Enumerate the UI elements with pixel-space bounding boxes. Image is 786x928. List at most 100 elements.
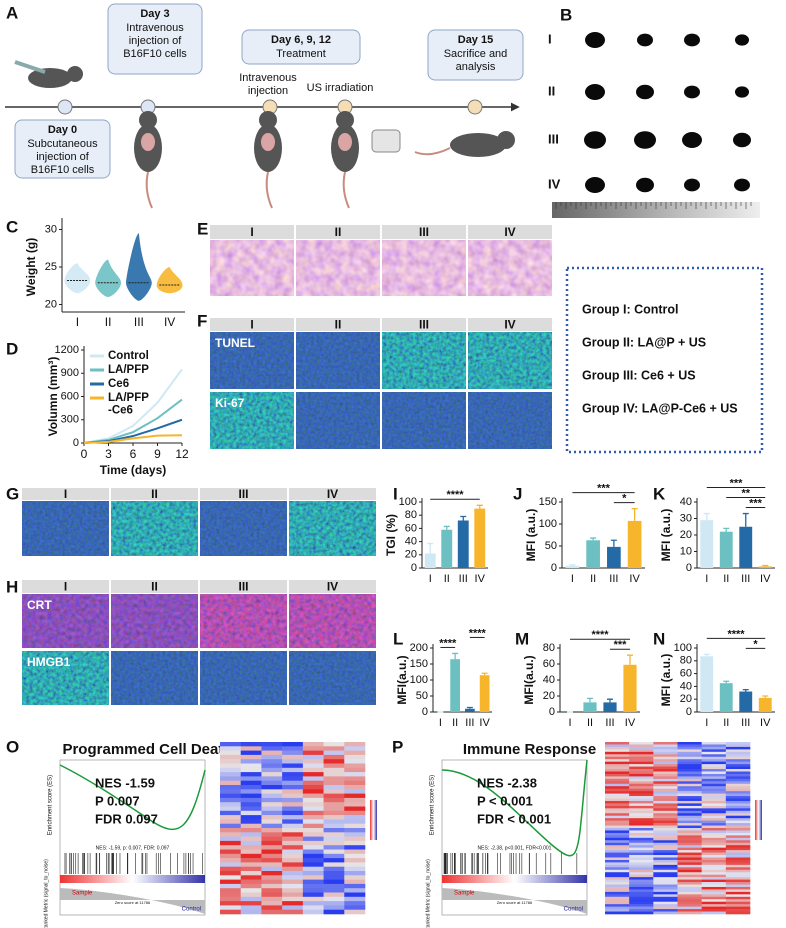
heatmap-cell [220,763,242,769]
heatmap-cell [725,800,751,804]
heatmap-cell [605,749,630,753]
y-tick-label: 20 [543,690,555,702]
gsea-sample: Sample [454,891,475,897]
heatmap-cell [240,810,262,816]
column-header [296,225,380,239]
heatmap-cell [605,773,630,777]
error-bar [742,688,749,692]
heatmap-cell [302,875,324,880]
heatmap-cell [282,840,304,846]
heatmap-cell [629,796,654,799]
heatmap-cell [282,793,304,799]
event-text: Subcutaneous [27,138,98,150]
heatmap-cell [240,828,262,833]
bar [739,691,753,712]
column-header [22,488,109,500]
heatmap-cell [653,886,678,890]
heatmap-cell [323,875,345,880]
heatmap-cell [725,791,751,794]
heatmap-cell [323,754,345,760]
heatmap-cell [677,847,702,851]
heatmap-cell [677,835,702,839]
error-bar [607,698,613,703]
y-tick-label: 100 [399,496,417,508]
heatmap-cell [677,820,702,824]
heatmap-cell [605,825,630,829]
heatmap-cell [629,862,654,866]
heatmap-cell [629,820,654,824]
heatmap-cell [677,771,702,775]
heatmap-cell [725,859,751,863]
row-label: HMGB1 [27,655,71,669]
heatmap-cell [605,901,630,905]
heatmap-cell [725,882,751,885]
heatmap-cell [725,798,751,802]
heatmap-cell [240,772,262,777]
heatmap-cell [344,746,366,751]
tumor-photo [585,84,605,100]
heatmap-cell [302,905,324,910]
heatmap-cell [677,879,702,883]
bar [627,520,642,568]
heatmap-cell [323,879,345,885]
heatmap-cell [701,769,727,772]
x-tick-label: 6 [130,447,137,461]
heatmap-cell [220,858,242,863]
heatmap-cell [261,828,283,833]
heatmap-cell [653,786,678,789]
column-label: IV [504,318,515,332]
heatmap-cell [677,852,702,856]
mouse-organ [141,133,155,151]
heatmap-cell [240,789,262,794]
heatmap-cell [344,845,366,850]
heatmap-cell [653,808,678,812]
heatmap-cell [302,797,324,803]
heatmap-cell [653,906,678,910]
heatmap-cell [677,850,702,853]
heatmap-cell [302,763,324,769]
heatmap-cell [323,742,345,747]
heatmap-cell [605,769,630,772]
heatmap-cell [677,882,702,885]
heatmap-cell [677,776,702,780]
heatmap-cell [282,767,304,773]
x-tick-label: III [134,315,144,329]
heatmap-cell [701,837,727,841]
heatmap-cell [677,742,702,745]
heatmap-cell [629,810,654,814]
event-day: Day 3 [140,8,169,20]
heatmap-cell [677,889,702,893]
heatmap-cell [653,894,678,898]
heatmap-cell [605,864,630,868]
heatmap-cell [653,778,678,782]
heatmap-cell [605,899,630,903]
x-tick-label: II [105,315,112,329]
heatmap-cell [725,825,751,829]
legend-label: LA/PFP -Ce6 [108,392,149,417]
heatmap-cell [240,905,262,910]
heatmap-cell [323,776,345,781]
heatmap-cell [629,749,654,753]
panel-label: E [197,219,208,238]
heatmap-cell [302,871,324,876]
heatmap-cell [323,810,345,816]
heatmap-cell [701,759,727,762]
heatmap-cell [605,786,630,789]
heatmap-cell [323,759,345,764]
tumor-photo [734,178,750,192]
milestone [467,99,483,115]
heatmap-cell [677,877,702,880]
heatmap-cell [677,751,702,755]
heatmap-cell [701,852,727,856]
x-tick-label: IV [760,717,771,729]
heatmap-cell [725,828,751,831]
heatmap-cell [725,879,751,883]
gsea-stat: P < 0.001 [477,793,533,808]
column-label: I [250,225,253,239]
heatmap-cell [677,813,702,817]
heatmap-cell [261,806,283,812]
heatmap-cell [629,751,654,755]
heatmap-cell [677,840,702,844]
micrograph [111,501,198,556]
heatmap-cell [302,767,324,773]
